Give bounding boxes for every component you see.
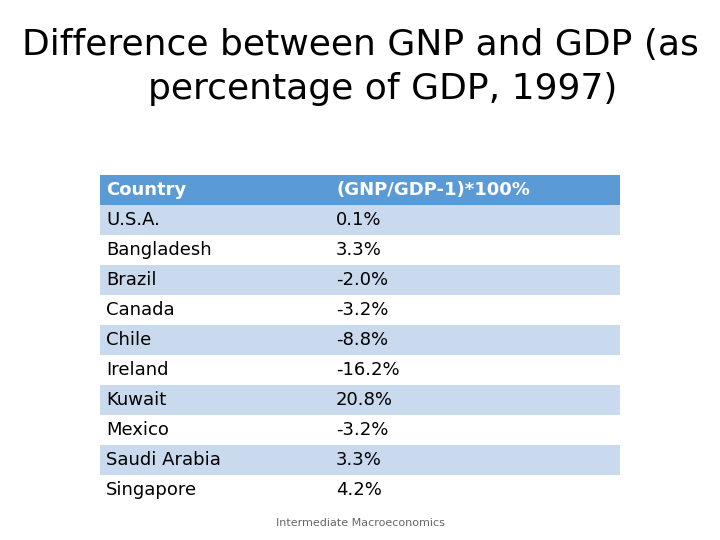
Bar <box>100 175 620 205</box>
Bar <box>100 235 620 265</box>
Text: U.S.A.: U.S.A. <box>106 211 160 229</box>
Text: Country: Country <box>106 181 186 199</box>
Text: -3.2%: -3.2% <box>336 301 388 319</box>
Bar <box>100 205 620 235</box>
Text: 3.3%: 3.3% <box>336 451 382 469</box>
Bar <box>100 445 620 475</box>
Text: Canada: Canada <box>106 301 175 319</box>
Text: -2.0%: -2.0% <box>336 271 388 289</box>
Text: 3.3%: 3.3% <box>336 241 382 259</box>
Text: 4.2%: 4.2% <box>336 481 382 499</box>
Text: percentage of GDP, 1997): percentage of GDP, 1997) <box>102 72 618 106</box>
Text: 0.1%: 0.1% <box>336 211 382 229</box>
Text: -8.8%: -8.8% <box>336 331 388 349</box>
Text: Kuwait: Kuwait <box>106 391 166 409</box>
Bar <box>100 385 620 415</box>
Text: Difference between GNP and GDP (as: Difference between GNP and GDP (as <box>22 28 698 62</box>
Text: (GNP/GDP-1)*100%: (GNP/GDP-1)*100% <box>336 181 530 199</box>
Bar <box>100 325 620 355</box>
Text: -3.2%: -3.2% <box>336 421 388 439</box>
Bar <box>100 415 620 445</box>
Bar <box>100 295 620 325</box>
Text: Saudi Arabia: Saudi Arabia <box>106 451 221 469</box>
Text: -16.2%: -16.2% <box>336 361 400 379</box>
Bar <box>100 265 620 295</box>
Bar <box>100 355 620 385</box>
Text: Bangladesh: Bangladesh <box>106 241 212 259</box>
Text: Mexico: Mexico <box>106 421 169 439</box>
Text: Ireland: Ireland <box>106 361 168 379</box>
Text: Singapore: Singapore <box>106 481 197 499</box>
Text: 20.8%: 20.8% <box>336 391 393 409</box>
Bar <box>100 475 620 505</box>
Text: Chile: Chile <box>106 331 151 349</box>
Text: Brazil: Brazil <box>106 271 156 289</box>
Text: Intermediate Macroeconomics: Intermediate Macroeconomics <box>276 518 444 528</box>
